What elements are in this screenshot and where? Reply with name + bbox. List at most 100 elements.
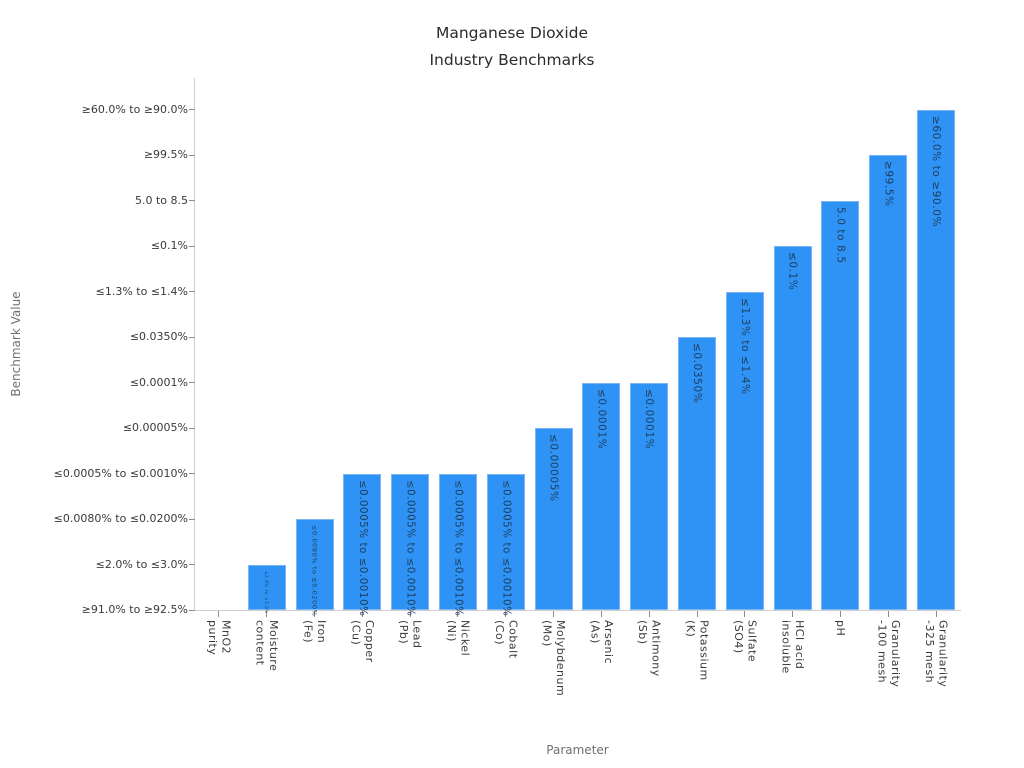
x-tick-mark [887,611,889,617]
bar-value-label-wrap: ≥99.5% [870,161,906,207]
x-tick-label-text: HCl acid insoluble [779,620,807,674]
bar: 5.0 to 8.5 [821,200,860,610]
x-tick-label: Sulfate (SO4) [721,620,769,662]
x-tick-label: pH [816,620,864,636]
x-tick-label-text: Molybdenum (Mo) [540,620,568,697]
x-tick-label-text: Nickel (Ni) [444,620,472,657]
y-tick-label: ≤0.0080% to ≤0.0200% [53,512,188,525]
bar-value-label: ≤1.3% to ≤1.4% [738,297,751,395]
y-tick-label: ≥91.0% to ≥92.5% [81,603,188,616]
x-tick-mark [935,611,937,617]
bar-value-label-wrap: ≥60.0% to ≥90.0% [918,116,954,227]
bar-value-label-wrap: ≤0.0080% to ≤0.0200% [297,525,333,616]
x-tick-label: Moisture content [243,620,291,671]
y-tick-label: ≤0.0005% to ≤0.0010% [53,466,188,480]
bar: ≤1.3% to ≤1.4% [725,291,764,610]
bar-value-label-wrap: ≤0.1% [775,252,811,290]
bar-value-label: ≤0.0350% [691,343,704,404]
bar-value-label-wrap: ≤2.0% to ≤3.0% [249,571,285,614]
y-tick-label: ≥60.0% to ≥90.0% [81,102,188,116]
chart-title: Manganese Dioxide Industry Benchmarks [0,20,1024,74]
x-tick-mark [600,611,602,617]
bar: ≤0.00005% [534,428,573,610]
x-tick-label-text: MnO2 purity [205,620,233,656]
y-tick-mark [189,473,195,474]
bar: ≤0.0005% to ≤0.0010% [391,473,430,616]
x-axis-line [194,610,961,611]
x-tick-label-text: Cobalt (Co) [492,620,520,659]
x-tick-label: Lead (Pb) [386,620,434,648]
x-tick-label-text: Sulfate (SO4) [731,620,759,663]
y-tick-mark [189,518,195,520]
y-tick-mark [189,245,195,247]
x-tick-label: HCl acid insoluble [769,620,817,674]
bar: ≤0.0005% to ≤0.0010% [343,473,382,616]
x-tick-label: Nickel (Ni) [434,620,482,656]
bar: ≤0.0005% to ≤0.0010% [486,473,525,616]
bar-value-label-wrap: ≤0.00005% [536,434,572,502]
bar-value-label-wrap: 5.0 to 8.5 [822,207,858,264]
x-tick-mark [457,611,459,617]
bar-value-label-wrap: ≤0.0005% to ≤0.0010% [392,480,428,616]
y-tick-label: ≤1.3% to ≤1.4% [95,284,188,298]
x-tick-mark [648,611,650,617]
bar-value-label: ≤0.0001% [595,388,608,449]
bar: ≥60.0% to ≥90.0% [917,109,956,610]
bar: ≤0.0001% [582,382,621,610]
bar-value-label-wrap: ≤0.0350% [679,343,715,403]
bar-value-label: ≤0.1% [786,252,799,291]
y-tick-mark [189,200,195,201]
x-tick-label: MnO2 purity [195,620,243,655]
y-tick-mark [189,336,195,338]
y-tick-mark [189,154,195,156]
bar-value-label: ≤0.0005% to ≤0.0010% [452,479,464,616]
x-axis-title: Parameter [546,743,609,757]
y-tick-label: ≤0.0001% [129,375,188,389]
x-tick-label-text: Granularity -100 mesh [875,620,902,688]
y-tick-mark [189,382,195,383]
bar-value-label: 5.0 to 8.5 [834,206,847,264]
y-tick-label: ≤2.0% to ≤3.0% [95,557,188,571]
bar-value-label-wrap: ≤0.0001% [583,389,619,449]
x-tick-mark [505,611,507,617]
x-tick-label: Molybdenum (Mo) [530,620,578,696]
y-tick-label: ≤0.0350% [129,330,188,343]
bar-value-label: ≤0.0005% to ≤0.0010% [356,479,368,616]
bar: ≤0.0080% to ≤0.0200% [295,519,334,616]
bar: ≤0.1% [773,246,812,610]
x-tick-label: Potassium (K) [673,620,721,681]
x-tick-label-text: Iron (Fe) [301,620,329,644]
x-tick-label: Granularity -325 mesh [912,620,960,687]
bar-value-label: ≤0.0005% to ≤0.0010% [500,479,512,616]
x-tick-label-text: Arsenic (As) [588,620,615,665]
x-tick-label: Antimony (Sb) [625,620,673,677]
x-tick-label-text: pH [834,620,848,637]
x-tick-mark [553,611,555,617]
x-tick-label-text: Moisture content [253,620,281,672]
bar-value-label-wrap: ≤0.0001% [631,389,667,449]
y-tick-label: ≤0.00005% [122,421,188,434]
x-tick-label-text: Lead (Pb) [397,620,424,649]
x-tick-mark [792,611,794,617]
bar-value-label: ≤0.00005% [547,434,560,502]
bar-value-label-wrap: ≤0.0005% to ≤0.0010% [488,480,524,616]
bar-value-label-wrap: ≤1.3% to ≤1.4% [727,298,763,395]
y-tick-mark [189,609,195,611]
y-tick-label: ≤0.1% [150,239,188,252]
bar-value-label: ≤2.0% to ≤3.0% [264,570,270,614]
bar-value-label: ≤0.0001% [643,388,656,449]
x-tick-label: Arsenic (As) [577,620,625,664]
x-tick-label: Copper (Cu) [338,620,386,663]
x-tick-mark [218,611,220,617]
x-tick-label-text: Potassium (K) [684,620,711,681]
x-tick-label: Cobalt (Co) [482,620,530,659]
y-tick-mark [189,564,195,565]
y-tick-label: 5.0 to 8.5 [134,193,188,207]
bar-value-label-wrap: ≤0.0005% to ≤0.0010% [440,480,476,616]
y-tick-label: ≥99.5% [143,148,188,161]
bar-value-label: ≤0.0080% to ≤0.0200% [310,525,319,617]
y-axis-line [194,78,195,611]
x-tick-label-text: Copper (Cu) [349,620,376,663]
